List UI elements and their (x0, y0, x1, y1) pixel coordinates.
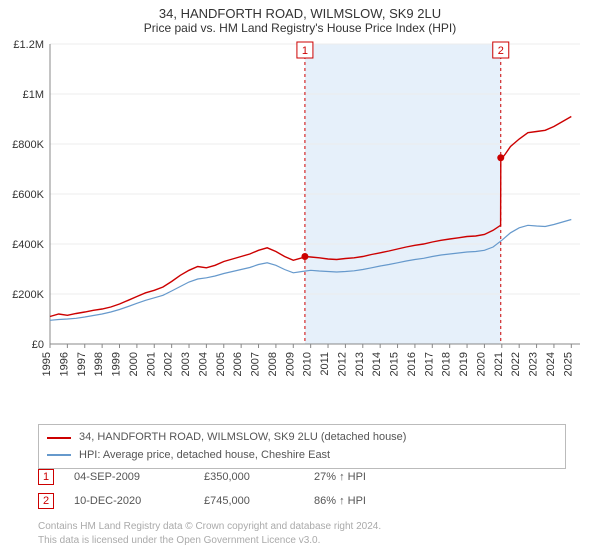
svg-text:2004: 2004 (197, 352, 209, 376)
svg-text:2015: 2015 (389, 352, 401, 376)
svg-text:2007: 2007 (250, 352, 262, 376)
event-price: £745,000 (204, 495, 294, 507)
event-marker-icon: 2 (38, 493, 54, 509)
event-row: 2 10-DEC-2020 £745,000 86% ↑ HPI (38, 489, 566, 513)
svg-text:1999: 1999 (111, 352, 123, 376)
event-row: 1 04-SEP-2009 £350,000 27% ↑ HPI (38, 465, 566, 489)
svg-text:2000: 2000 (128, 352, 140, 376)
event-date: 10-DEC-2020 (74, 495, 184, 507)
svg-text:2001: 2001 (145, 352, 157, 376)
svg-text:2021: 2021 (493, 352, 505, 376)
svg-text:2005: 2005 (215, 352, 227, 376)
legend: 34, HANDFORTH ROAD, WILMSLOW, SK9 2LU (d… (38, 424, 566, 469)
svg-text:£800K: £800K (12, 139, 44, 151)
svg-text:2010: 2010 (302, 352, 314, 376)
chart-area: £0£200K£400K£600K£800K£1M£1.2M1995199619… (50, 44, 580, 384)
svg-text:2: 2 (498, 45, 504, 57)
legend-row-hpi: HPI: Average price, detached house, Ches… (47, 447, 557, 465)
legend-label-property: 34, HANDFORTH ROAD, WILMSLOW, SK9 2LU (d… (79, 429, 406, 447)
svg-text:2024: 2024 (545, 352, 557, 376)
legend-label-hpi: HPI: Average price, detached house, Ches… (79, 447, 330, 465)
events-table: 1 04-SEP-2009 £350,000 27% ↑ HPI 2 10-DE… (38, 465, 566, 513)
svg-text:2006: 2006 (232, 352, 244, 376)
svg-text:2011: 2011 (319, 352, 331, 376)
svg-text:1997: 1997 (76, 352, 88, 376)
svg-text:2013: 2013 (354, 352, 366, 376)
svg-text:2017: 2017 (423, 352, 435, 376)
svg-text:£1M: £1M (23, 89, 44, 101)
svg-text:2012: 2012 (336, 352, 348, 376)
svg-text:2003: 2003 (180, 352, 192, 376)
page-title: 34, HANDFORTH ROAD, WILMSLOW, SK9 2LU (0, 0, 600, 21)
svg-text:1998: 1998 (93, 352, 105, 376)
svg-text:2014: 2014 (371, 352, 383, 376)
svg-text:2019: 2019 (458, 352, 470, 376)
legend-row-property: 34, HANDFORTH ROAD, WILMSLOW, SK9 2LU (d… (47, 429, 557, 447)
svg-text:2009: 2009 (284, 352, 296, 376)
svg-text:1995: 1995 (41, 352, 53, 376)
svg-text:£600K: £600K (12, 189, 44, 201)
footer-line1: Contains HM Land Registry data © Crown c… (38, 520, 381, 534)
svg-text:1996: 1996 (58, 352, 70, 376)
legend-swatch-hpi (47, 454, 71, 456)
svg-text:2025: 2025 (562, 352, 574, 376)
svg-text:2020: 2020 (475, 352, 487, 376)
svg-text:2008: 2008 (267, 352, 279, 376)
page-subtitle: Price paid vs. HM Land Registry's House … (0, 21, 600, 37)
legend-swatch-property (47, 437, 71, 439)
event-pct: 86% ↑ HPI (314, 495, 414, 507)
event-marker-icon: 1 (38, 469, 54, 485)
svg-text:2016: 2016 (406, 352, 418, 376)
svg-text:2023: 2023 (528, 352, 540, 376)
footer-line2: This data is licensed under the Open Gov… (38, 534, 381, 548)
svg-text:£1.2M: £1.2M (13, 39, 44, 51)
event-date: 04-SEP-2009 (74, 471, 184, 483)
svg-text:£0: £0 (32, 339, 44, 351)
event-pct: 27% ↑ HPI (314, 471, 414, 483)
svg-text:2002: 2002 (163, 352, 175, 376)
svg-text:£200K: £200K (12, 289, 44, 301)
chart-svg: £0£200K£400K£600K£800K£1M£1.2M1995199619… (50, 44, 580, 384)
svg-text:2022: 2022 (510, 352, 522, 376)
svg-text:1: 1 (302, 45, 308, 57)
svg-text:£400K: £400K (12, 239, 44, 251)
svg-text:2018: 2018 (441, 352, 453, 376)
footer: Contains HM Land Registry data © Crown c… (38, 520, 381, 547)
event-price: £350,000 (204, 471, 294, 483)
